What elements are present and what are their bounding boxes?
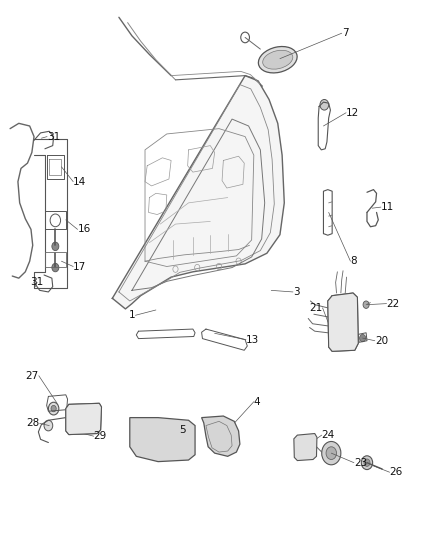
Text: 8: 8 — [350, 256, 357, 266]
Circle shape — [48, 402, 59, 415]
Circle shape — [322, 441, 341, 465]
Text: 1: 1 — [129, 310, 135, 320]
Text: 21: 21 — [309, 303, 322, 313]
Text: 4: 4 — [254, 397, 261, 407]
Ellipse shape — [138, 429, 152, 451]
Circle shape — [360, 334, 366, 342]
Polygon shape — [113, 76, 284, 309]
Text: 24: 24 — [322, 430, 335, 440]
Text: 13: 13 — [246, 335, 259, 345]
Text: 11: 11 — [381, 202, 394, 212]
Text: 12: 12 — [346, 108, 359, 118]
Text: 16: 16 — [78, 224, 91, 235]
Circle shape — [361, 456, 373, 470]
Polygon shape — [294, 433, 317, 461]
Polygon shape — [328, 293, 358, 351]
Text: 31: 31 — [47, 132, 60, 142]
Text: 17: 17 — [73, 262, 86, 271]
Circle shape — [52, 242, 59, 251]
Text: 27: 27 — [25, 371, 39, 381]
Circle shape — [326, 447, 336, 459]
Text: 29: 29 — [94, 431, 107, 441]
Circle shape — [364, 459, 370, 466]
Ellipse shape — [174, 434, 182, 447]
Ellipse shape — [158, 435, 166, 448]
Circle shape — [320, 100, 328, 110]
Ellipse shape — [171, 429, 185, 451]
Text: 14: 14 — [73, 176, 86, 187]
Ellipse shape — [141, 434, 149, 447]
Circle shape — [363, 301, 369, 309]
Polygon shape — [201, 416, 240, 456]
Circle shape — [52, 263, 59, 272]
Circle shape — [51, 406, 56, 412]
Text: 22: 22 — [387, 298, 400, 309]
Circle shape — [44, 420, 53, 431]
Text: 7: 7 — [342, 28, 348, 38]
Ellipse shape — [263, 50, 293, 69]
Text: 28: 28 — [26, 418, 40, 429]
Text: 23: 23 — [354, 458, 367, 467]
Text: 5: 5 — [179, 425, 185, 435]
Text: 20: 20 — [375, 336, 388, 346]
Ellipse shape — [258, 46, 297, 73]
Polygon shape — [130, 418, 195, 462]
Text: 31: 31 — [31, 277, 44, 287]
Ellipse shape — [155, 430, 169, 453]
Text: 26: 26 — [390, 467, 403, 477]
Polygon shape — [66, 403, 102, 434]
Text: 3: 3 — [293, 287, 300, 297]
